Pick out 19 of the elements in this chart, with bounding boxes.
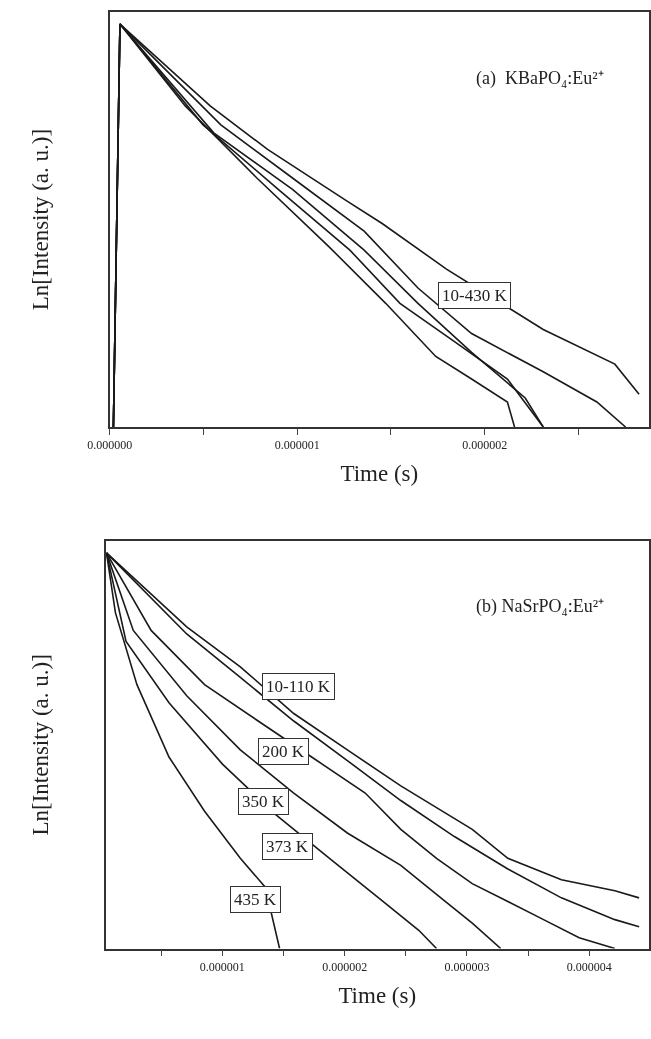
annotation: 200 K (262, 742, 305, 761)
annotation: (b) NaSrPO₄:Eu²⁺ (476, 596, 605, 617)
x-axis-title: Time (s) (338, 982, 417, 1008)
x-axis-title: Time (s) (340, 461, 419, 487)
annotation: (a) KBaPO₄:Eu²⁺ (476, 68, 604, 89)
x-tick-label: 0.000004 (566, 959, 612, 974)
annotation: 350 K (242, 792, 285, 811)
x-tick-label: 0.000002 (462, 438, 508, 453)
annotation: 10-430 K (442, 286, 508, 305)
y-axis-title: Ln[Intensity (a. u.)] (28, 128, 54, 311)
annotation: 10-110 K (266, 677, 331, 696)
y-axis-title: Ln[Intensity (a. u.)] (28, 654, 54, 836)
annotation: 435 K (234, 890, 277, 909)
x-tick-label: 0.000001 (274, 438, 320, 453)
x-tick-label: 0.000001 (199, 959, 245, 974)
x-tick-label: 0.000000 (87, 438, 133, 453)
x-tick-label: 0.000002 (322, 959, 368, 974)
annotation: 373 K (266, 837, 309, 856)
x-tick-label: 0.000003 (444, 959, 490, 974)
